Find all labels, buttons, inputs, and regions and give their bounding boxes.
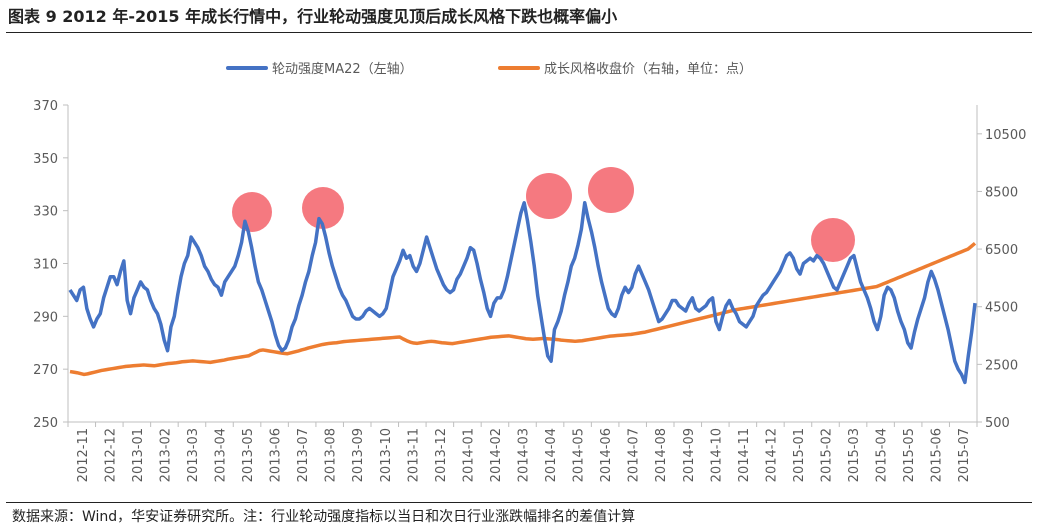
x-tick-label: 2013-04 bbox=[214, 428, 229, 482]
source-note: 数据来源：Wind，华安证券研究所。注：行业轮动强度指标以当日和次日行业涨跌幅排… bbox=[12, 509, 636, 525]
left-tick-label: 350 bbox=[33, 152, 58, 167]
x-tick-label: 2014-03 bbox=[517, 428, 532, 482]
x-tick-label: 2013-01 bbox=[131, 428, 146, 482]
footer-rule bbox=[6, 502, 1032, 503]
right-tick-label: 4500 bbox=[985, 301, 1018, 316]
x-tick-label: 2013-06 bbox=[269, 428, 284, 482]
x-axis-ticks: 2012-11 2012-12 2013-01 2013-02 2013-03 2013-… bbox=[67, 422, 978, 482]
x-tick-label: 2015-02 bbox=[820, 428, 835, 482]
x-tick-label: 2015-06 bbox=[930, 428, 945, 482]
peak-highlight-4 bbox=[588, 167, 634, 213]
x-tick-label: 2015-05 bbox=[902, 428, 917, 482]
peak-highlight-1 bbox=[232, 192, 272, 232]
x-tick-label: 2013-05 bbox=[241, 428, 256, 482]
left-tick-label: 290 bbox=[33, 310, 58, 325]
left-tick-label: 270 bbox=[33, 363, 58, 378]
chart: 轮动强度MA22（左轴） 成长风格收盘价（右轴，单位：点） 3703503303… bbox=[33, 61, 1026, 482]
x-tick-label: 2012-11 bbox=[76, 428, 91, 482]
left-tick-label: 330 bbox=[33, 205, 58, 220]
right-tick-label: 2500 bbox=[985, 358, 1018, 373]
x-tick-label: 2015-07 bbox=[957, 428, 972, 482]
left-tick-label: 310 bbox=[33, 258, 58, 273]
right-tick-label: 10500 bbox=[985, 128, 1026, 143]
x-tick-label: 2012-12 bbox=[103, 428, 118, 482]
x-tick-label: 2014-08 bbox=[654, 428, 669, 482]
x-tick-label: 2015-01 bbox=[792, 428, 807, 482]
x-tick-label: 2014-04 bbox=[544, 428, 559, 482]
x-tick-label: 2014-01 bbox=[461, 428, 476, 482]
x-tick-label: 2014-07 bbox=[627, 428, 642, 482]
series-line-rotation bbox=[68, 200, 977, 385]
series-line-growth bbox=[69, 241, 977, 377]
peak-highlights bbox=[232, 167, 855, 262]
right-tick-label: 8500 bbox=[985, 185, 1018, 200]
x-tick-label: 2014-09 bbox=[682, 428, 697, 482]
x-tick-label: 2013-10 bbox=[379, 428, 394, 482]
peak-highlight-3 bbox=[526, 173, 572, 219]
right-axis-ticks: 10500 8500 6500 4500 2500 500 bbox=[977, 128, 1026, 431]
legend-label-growth: 成长风格收盘价（右轴，单位：点） bbox=[544, 61, 752, 77]
legend: 轮动强度MA22（左轴） 成长风格收盘价（右轴，单位：点） bbox=[226, 61, 752, 77]
left-tick-label: 250 bbox=[33, 416, 58, 431]
x-tick-label: 2014-05 bbox=[572, 428, 587, 482]
x-tick-label: 2015-03 bbox=[847, 428, 862, 482]
peak-highlight-5 bbox=[811, 218, 855, 262]
x-tick-label: 2014-11 bbox=[737, 428, 752, 482]
x-tick-label: 2013-11 bbox=[406, 428, 421, 482]
x-tick-label: 2014-10 bbox=[709, 428, 724, 482]
chart-title: 图表 9 2012 年-2015 年成长行情中，行业轮动强度见顶后成长风格下跌也… bbox=[8, 7, 618, 26]
right-tick-label: 6500 bbox=[985, 243, 1018, 258]
x-tick-label: 2013-09 bbox=[351, 428, 366, 482]
right-tick-label: 500 bbox=[985, 416, 1010, 431]
left-axis-ticks: 370 350 330 310 290 270 250 bbox=[33, 99, 68, 431]
x-tick-label: 2014-12 bbox=[764, 428, 779, 482]
x-tick-label: 2013-07 bbox=[296, 428, 311, 482]
title-rule bbox=[6, 32, 1032, 33]
x-tick-label: 2014-02 bbox=[489, 428, 504, 482]
x-tick-label: 2013-12 bbox=[434, 428, 449, 482]
x-tick-label: 2013-03 bbox=[186, 428, 201, 482]
x-tick-label: 2013-02 bbox=[158, 428, 173, 482]
peak-highlight-2 bbox=[302, 187, 344, 229]
x-tick-label: 2013-08 bbox=[324, 428, 339, 482]
legend-label-rotation: 轮动强度MA22（左轴） bbox=[272, 61, 413, 77]
x-tick-label: 2014-06 bbox=[599, 428, 614, 482]
left-tick-label: 370 bbox=[33, 99, 58, 114]
x-tick-label: 2015-04 bbox=[875, 428, 890, 482]
